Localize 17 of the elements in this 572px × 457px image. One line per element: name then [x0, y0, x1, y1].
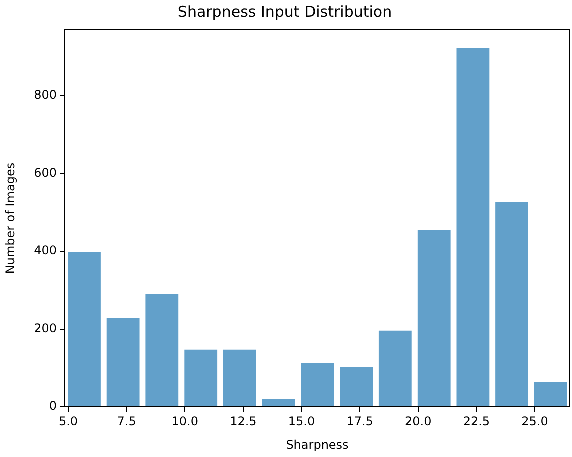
chart-title: Sharpness Input Distribution	[178, 2, 392, 21]
x-tick-label: 7.5	[117, 414, 136, 428]
y-tick-label: 400	[34, 244, 57, 258]
y-tick-label: 800	[34, 88, 57, 102]
x-tick-label: 15.0	[288, 414, 316, 428]
x-tick-label: 25.0	[522, 414, 548, 428]
x-tick-label: 20.0	[405, 414, 432, 428]
x-tick-label: 22.5	[463, 414, 490, 428]
x-axis-title: Sharpness	[286, 438, 349, 452]
y-tick-label: 600	[34, 166, 57, 180]
y-tick-label: 0	[49, 399, 57, 414]
x-tick-label: 10.0	[172, 414, 198, 428]
y-tick-label: 200	[34, 321, 57, 336]
x-tick-label: 5.0	[58, 414, 78, 428]
x-tick-label: 12.5	[230, 414, 257, 428]
x-tick-label: 17.5	[346, 414, 374, 428]
y-axis-title: Number of Images	[3, 162, 18, 274]
